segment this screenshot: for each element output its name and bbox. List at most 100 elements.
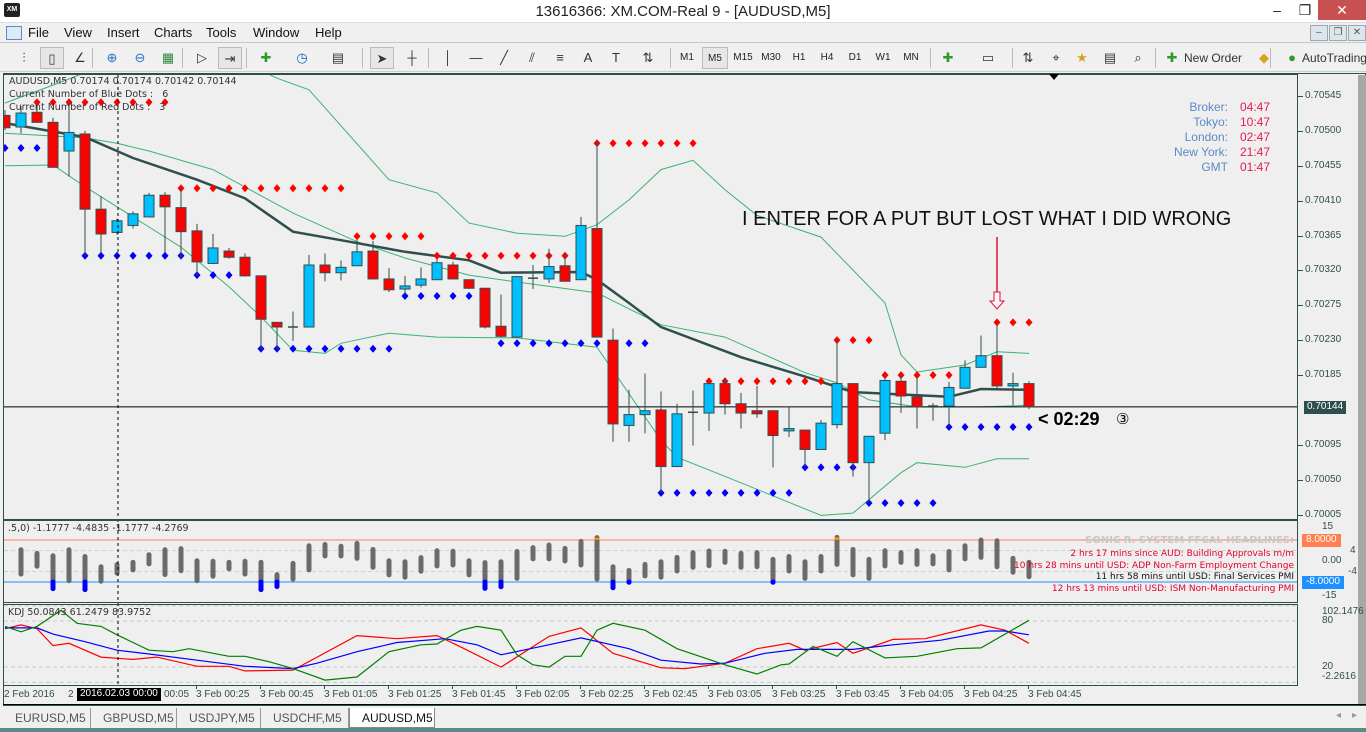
timeframe-m1[interactable]: M1 bbox=[680, 52, 694, 63]
clock-time: 04:47 bbox=[1240, 100, 1271, 114]
new-order-button[interactable]: New Order bbox=[1184, 51, 1243, 65]
tab-audusd-m5[interactable]: AUDUSD,M5 bbox=[349, 708, 435, 728]
zoom-out-icon[interactable]: ⊖ bbox=[134, 50, 146, 65]
tabs-scroll-right-icon[interactable]: ▸ bbox=[1352, 710, 1358, 721]
menu-help[interactable]: Help bbox=[315, 25, 342, 40]
bar-chart-icon[interactable]: ⫶ bbox=[22, 50, 26, 65]
time-tick-mark bbox=[516, 686, 517, 689]
new-order-icon[interactable]: ✚ bbox=[1166, 50, 1178, 65]
bear-candle-body bbox=[255, 275, 267, 320]
indicators-icon[interactable]: ✚ bbox=[260, 50, 272, 65]
vertical-line-icon[interactable]: │ bbox=[443, 50, 453, 65]
red-dot bbox=[449, 251, 457, 260]
tab-eurusd-m5[interactable]: EURUSD,M5 bbox=[3, 708, 91, 728]
price-tick-label: 0.70455 bbox=[1305, 159, 1342, 171]
blue-dot bbox=[801, 463, 809, 472]
time-label: 3 Feb 04:05 bbox=[900, 689, 954, 700]
text-label-icon[interactable]: T bbox=[612, 50, 620, 65]
horizontal-line-icon[interactable]: — bbox=[469, 50, 483, 65]
timeframe-d1[interactable]: D1 bbox=[848, 52, 862, 63]
candle bbox=[335, 260, 347, 281]
navigator-icon[interactable]: ⌖ bbox=[1052, 50, 1060, 65]
market-watch-icon[interactable]: ⇅ bbox=[1022, 50, 1034, 65]
close-button[interactable]: ✕ bbox=[1318, 0, 1366, 20]
time-tick-mark bbox=[196, 686, 197, 689]
profiles-icon[interactable]: ▭ bbox=[981, 50, 995, 65]
text-icon[interactable]: A bbox=[583, 50, 593, 65]
news-headline: 10 hrs 28 mins until USD: ADP Non-Farm E… bbox=[1014, 560, 1294, 571]
menu-charts[interactable]: Charts bbox=[154, 25, 193, 40]
metaeditor-icon[interactable]: ◆ bbox=[1259, 50, 1269, 65]
candle bbox=[288, 311, 298, 341]
toolbar: ⫶ ▯ ∠ ⊕ ⊖ ▦ ▷ ⇥ ✚ ◷ ▤ ➤ ┼ │ — ╱ ⫽ ≡ A T ⇅ M1 M5 M15 M30 H1 H4 D1 W1 M… bbox=[0, 44, 1366, 72]
time-label: 2 Feb 2016 bbox=[4, 689, 55, 700]
equidistant-channel-icon[interactable]: ⫽ bbox=[529, 50, 535, 65]
tester-icon[interactable]: ⌕ bbox=[1134, 50, 1142, 65]
main-chart bbox=[4, 75, 1297, 516]
price-tick-mark bbox=[1298, 235, 1303, 237]
bull-candle-body bbox=[815, 422, 827, 450]
arrows-icon[interactable]: ⇅ bbox=[642, 50, 654, 65]
red-dot bbox=[433, 251, 441, 260]
terminal-icon[interactable]: ▤ bbox=[1103, 50, 1117, 65]
price-tick-mark bbox=[1298, 270, 1303, 272]
price-tick-mark bbox=[1298, 165, 1303, 167]
menu-tools[interactable]: Tools bbox=[206, 25, 237, 40]
minimize-button[interactable]: – bbox=[1273, 2, 1281, 18]
line-chart-icon[interactable]: ∠ bbox=[74, 50, 86, 65]
timeframe-m15[interactable]: M15 bbox=[733, 52, 753, 63]
bull-candle-body bbox=[207, 247, 219, 264]
blue-dot bbox=[433, 292, 441, 300]
bear-candle-body bbox=[591, 228, 603, 338]
tab-gbpusd-m5[interactable]: GBPUSD,M5 bbox=[91, 708, 177, 728]
tab-usdchf-m5[interactable]: USDCHF,M5 bbox=[261, 708, 349, 728]
tile-windows-icon[interactable]: ▦ bbox=[161, 50, 175, 65]
time-tick-mark bbox=[644, 686, 645, 689]
timeframe-mn[interactable]: MN bbox=[903, 52, 919, 63]
timeframe-h1[interactable]: H1 bbox=[792, 52, 806, 63]
chart-close-button[interactable]: ✕ bbox=[1348, 25, 1366, 41]
bear-candle-body bbox=[447, 264, 459, 280]
red-dot bbox=[737, 377, 745, 386]
clock-label: New York: bbox=[1173, 145, 1228, 159]
candlestick-icon[interactable]: ▯ bbox=[40, 47, 64, 69]
candle bbox=[95, 196, 107, 253]
menu-file[interactable]: File bbox=[28, 25, 49, 40]
timeframe-m30[interactable]: M30 bbox=[761, 52, 781, 63]
chart-restore-button[interactable]: ❐ bbox=[1329, 25, 1347, 41]
periods-icon[interactable]: ◷ bbox=[296, 50, 308, 65]
blue-dot bbox=[129, 251, 137, 260]
autoscroll-icon[interactable]: ▷ bbox=[197, 50, 207, 65]
menu-insert[interactable]: Insert bbox=[107, 25, 140, 40]
fibonacci-icon[interactable]: ≡ bbox=[556, 50, 564, 65]
menu-window[interactable]: Window bbox=[253, 25, 300, 40]
timeframe-h4[interactable]: H4 bbox=[820, 52, 834, 63]
trendline-icon[interactable]: ╱ bbox=[500, 50, 508, 65]
toolbar-separator bbox=[1012, 48, 1013, 68]
time-label: 3 Feb 01:45 bbox=[452, 689, 506, 700]
price-tick-label: 0.70185 bbox=[1305, 369, 1342, 381]
restore-button[interactable]: ❐ bbox=[1298, 2, 1312, 18]
timeframe-m5[interactable]: M5 bbox=[702, 47, 728, 69]
autotrading-icon[interactable]: ● bbox=[1288, 50, 1296, 65]
chart-shift-icon[interactable]: ⇥ bbox=[218, 47, 242, 69]
zoom-in-icon[interactable]: ⊕ bbox=[106, 50, 118, 65]
time-label: 3 Feb 04:25 bbox=[964, 689, 1018, 700]
favorites-icon[interactable]: ★ bbox=[1076, 50, 1088, 65]
menu-view[interactable]: View bbox=[64, 25, 92, 40]
templates-icon[interactable]: ▤ bbox=[331, 50, 345, 65]
tab-usdjpy-m5[interactable]: USDJPY,M5 bbox=[177, 708, 261, 728]
trade-annotation: I ENTER FOR A PUT BUT LOST WHAT I DID WR… bbox=[742, 208, 1232, 230]
bull-candle-body bbox=[303, 264, 315, 328]
moving-average-line bbox=[4, 121, 1030, 399]
crosshair-icon[interactable]: ┼ bbox=[407, 50, 417, 65]
new-chart-icon[interactable]: ✚ bbox=[942, 50, 954, 65]
timeframe-w1[interactable]: W1 bbox=[875, 52, 891, 63]
bear-candle-body bbox=[31, 111, 43, 123]
time-label: 3 Feb 00:25 bbox=[196, 689, 250, 700]
cursor-icon[interactable]: ➤ bbox=[370, 47, 394, 69]
tabs-scroll-left-icon[interactable]: ◂ bbox=[1336, 710, 1342, 721]
chart-minimize-button[interactable]: – bbox=[1310, 25, 1328, 41]
autotrading-button[interactable]: AutoTrading bbox=[1302, 51, 1366, 65]
